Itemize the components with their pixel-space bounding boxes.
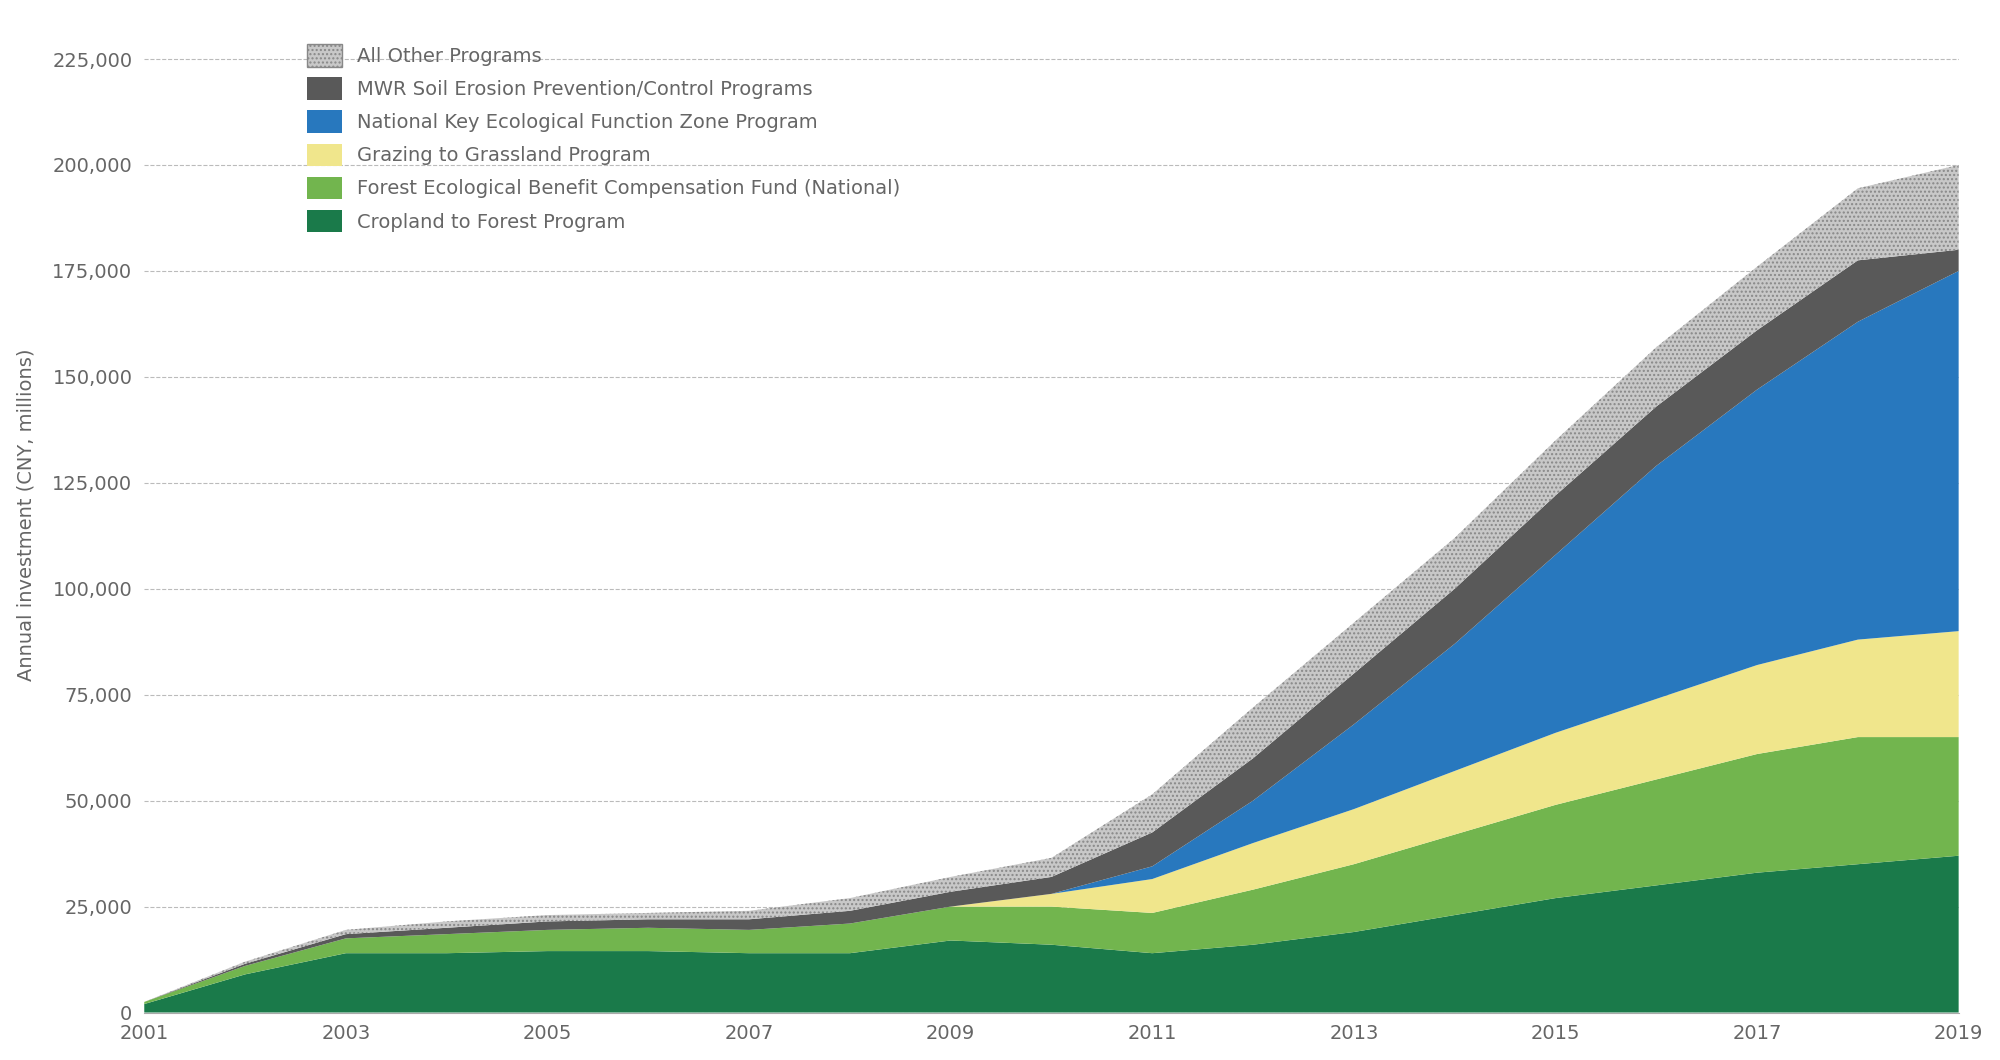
Legend: All Other Programs, MWR Soil Erosion Prevention/Control Programs, National Key E: All Other Programs, MWR Soil Erosion Pre… — [300, 36, 908, 241]
Y-axis label: Annual investment (CNY, millions): Annual investment (CNY, millions) — [16, 349, 36, 681]
